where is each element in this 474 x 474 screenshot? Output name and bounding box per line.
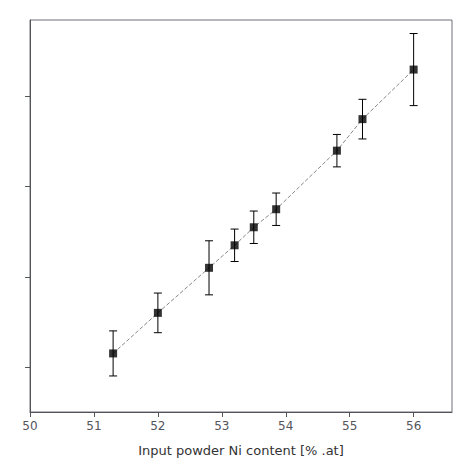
svg-text:52: 52 [150,419,165,433]
svg-text:Input powder Ni content [% .at: Input powder Ni content [% .at] [138,443,344,458]
svg-text:51: 51 [86,419,101,433]
svg-text:50: 50 [22,419,37,433]
svg-text:55: 55 [342,419,357,433]
svg-text:56: 56 [406,419,421,433]
svg-text:54: 54 [278,419,293,433]
svg-text:53: 53 [214,419,229,433]
